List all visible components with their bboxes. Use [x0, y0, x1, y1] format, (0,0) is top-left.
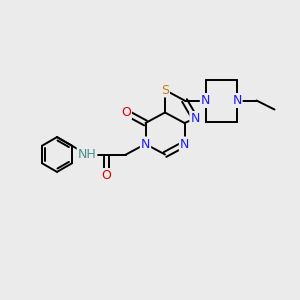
Text: N: N: [201, 94, 210, 107]
Text: O: O: [102, 169, 111, 182]
Text: O: O: [121, 106, 131, 119]
Text: N: N: [141, 137, 150, 151]
Text: N: N: [180, 137, 189, 151]
Text: S: S: [161, 83, 169, 97]
Text: N: N: [190, 112, 200, 125]
Text: N: N: [232, 94, 242, 107]
Text: NH: NH: [78, 148, 96, 161]
